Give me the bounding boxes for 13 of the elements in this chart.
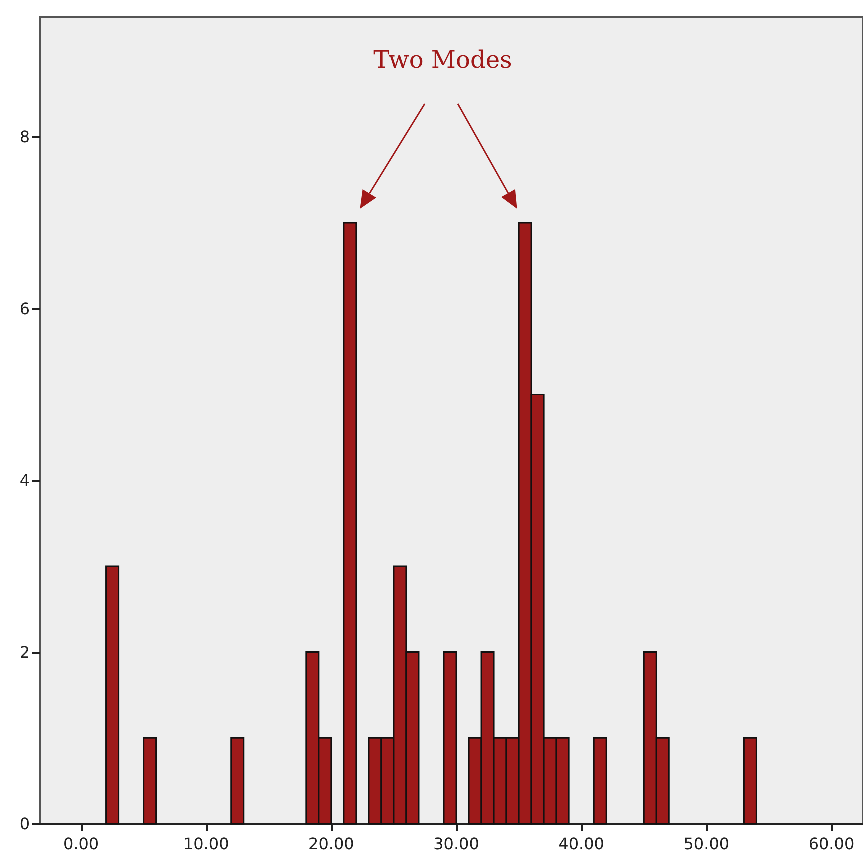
y-tick-label: 0 (20, 814, 30, 834)
annotation: Two Modes (374, 46, 512, 74)
y-tick-label: 4 (20, 471, 30, 490)
x-tick-label: 30.00 (434, 834, 480, 854)
x-tick-label: 50.00 (684, 834, 730, 854)
x-tick-label: 20.00 (308, 834, 354, 854)
x-tick-label: 40.00 (558, 834, 604, 854)
x-tick-label: 60.00 (808, 834, 855, 854)
x-tick-label: 10.00 (183, 834, 230, 854)
y-tick-label: 2 (20, 642, 30, 662)
y-tick-label: 8 (20, 128, 30, 147)
y-tick-label: 6 (20, 299, 30, 318)
x-tick-label: 0.00 (63, 834, 100, 854)
